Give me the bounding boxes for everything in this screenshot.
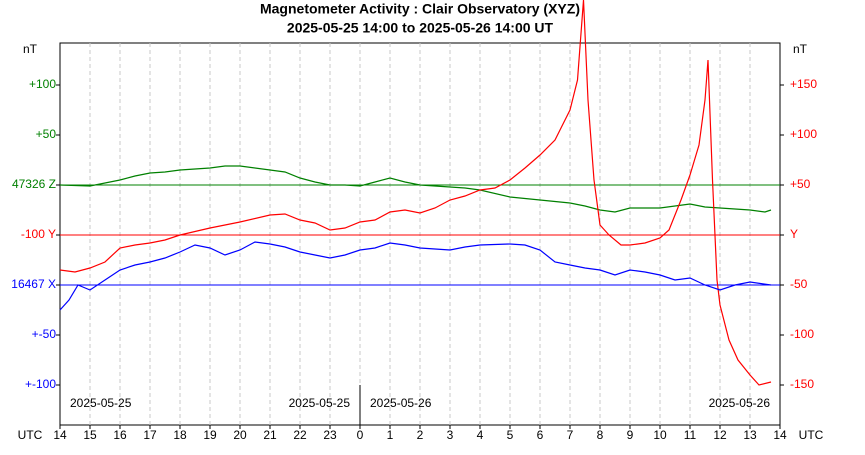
date-label: 2025-05-25 [70, 396, 132, 410]
x-tick-label: 3 [447, 428, 454, 442]
x-tick-label: 14 [773, 428, 787, 442]
x-tick-label: 0 [357, 428, 364, 442]
x-tick-label: 10 [653, 428, 667, 442]
x-tick-label: 19 [203, 428, 217, 442]
chart-title: Magnetometer Activity : Clair Observator… [260, 1, 580, 17]
x-tick-label: 4 [477, 428, 484, 442]
y2-tick-label: -50 [790, 277, 808, 291]
x-tick-label: 13 [743, 428, 757, 442]
y-tick-label: +-100 [25, 377, 56, 391]
y-tick-label: +100 [29, 77, 56, 91]
y-tick-label: 47326 Z [12, 177, 56, 191]
x-tick-label: 1 [387, 428, 394, 442]
y2-tick-label: +50 [790, 177, 811, 191]
x-tick-label: 11 [684, 428, 697, 442]
x-tick-label: 6 [537, 428, 544, 442]
x-unit: UTC [799, 428, 824, 442]
y2-tick-label: Y [790, 227, 798, 241]
x-tick-label: 12 [713, 428, 727, 442]
x-tick-label: 15 [83, 428, 97, 442]
y-tick-label: 16467 X [11, 277, 56, 291]
date-label: 2025-05-25 [289, 396, 351, 410]
x-tick-label: 7 [567, 428, 574, 442]
x-tick-label: 14 [53, 428, 67, 442]
x-tick-label: 17 [143, 428, 157, 442]
chart-subtitle: 2025-05-25 14:00 to 2025-05-26 14:00 UT [287, 20, 554, 36]
x-tick-label: 8 [597, 428, 604, 442]
y-unit: nT [23, 42, 38, 56]
x-tick-label: 2 [417, 428, 424, 442]
y-tick-label: -100 Y [21, 227, 56, 241]
series-line [59, 241, 772, 311]
x-tick-label: 9 [627, 428, 634, 442]
date-label: 2025-05-26 [709, 396, 771, 410]
x-unit: UTC [18, 428, 43, 442]
y-tick-label: +-50 [32, 327, 57, 341]
x-tick-label: 16 [113, 428, 127, 442]
y2-tick-label: +100 [790, 127, 817, 141]
x-tick-label: 5 [507, 428, 514, 442]
x-tick-label: 18 [173, 428, 187, 442]
y2-tick-label: +150 [790, 77, 817, 91]
x-tick-label: 21 [263, 428, 277, 442]
y-tick-label: +50 [36, 127, 57, 141]
y2-tick-label: -100 [790, 327, 814, 341]
series-line [59, 165, 772, 213]
x-tick-label: 23 [323, 428, 337, 442]
y2-unit: nT [793, 42, 808, 56]
y2-tick-label: -150 [790, 377, 814, 391]
x-tick-label: 22 [293, 428, 307, 442]
x-tick-label: 20 [233, 428, 247, 442]
date-label: 2025-05-26 [370, 396, 432, 410]
series-line [59, 0, 772, 386]
